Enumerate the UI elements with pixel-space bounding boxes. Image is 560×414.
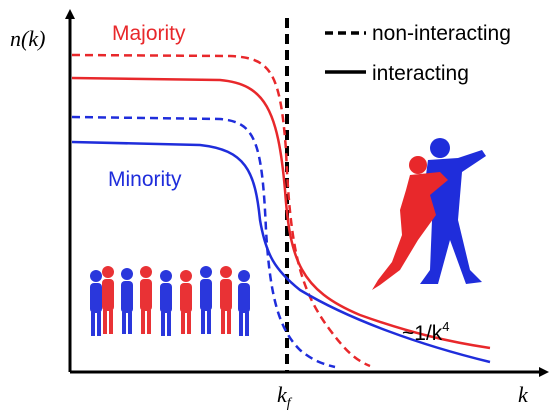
tail-label: ~1/k4: [402, 319, 450, 345]
minority-interacting: [71, 140, 491, 364]
kf-sub: f: [287, 396, 293, 411]
kf-label: kf: [277, 382, 293, 411]
crowd-illustration: [90, 266, 250, 336]
minority-label: Minority: [108, 168, 182, 191]
y-axis-label: n(k): [10, 26, 45, 51]
majority-noninteracting: [71, 53, 371, 368]
minority-noninteracting: [71, 115, 336, 369]
majority-label: Majority: [112, 22, 186, 45]
kf-main: k: [277, 382, 288, 407]
x-axis-label: k: [518, 382, 529, 407]
tail-sup: 4: [442, 319, 449, 334]
majority-interacting: [71, 76, 491, 350]
couple-illustration: [372, 138, 486, 290]
legend-dashed-label: non-interacting: [372, 22, 511, 45]
legend-solid-label: interacting: [372, 62, 469, 85]
tail-main: ~1/k: [402, 322, 443, 345]
